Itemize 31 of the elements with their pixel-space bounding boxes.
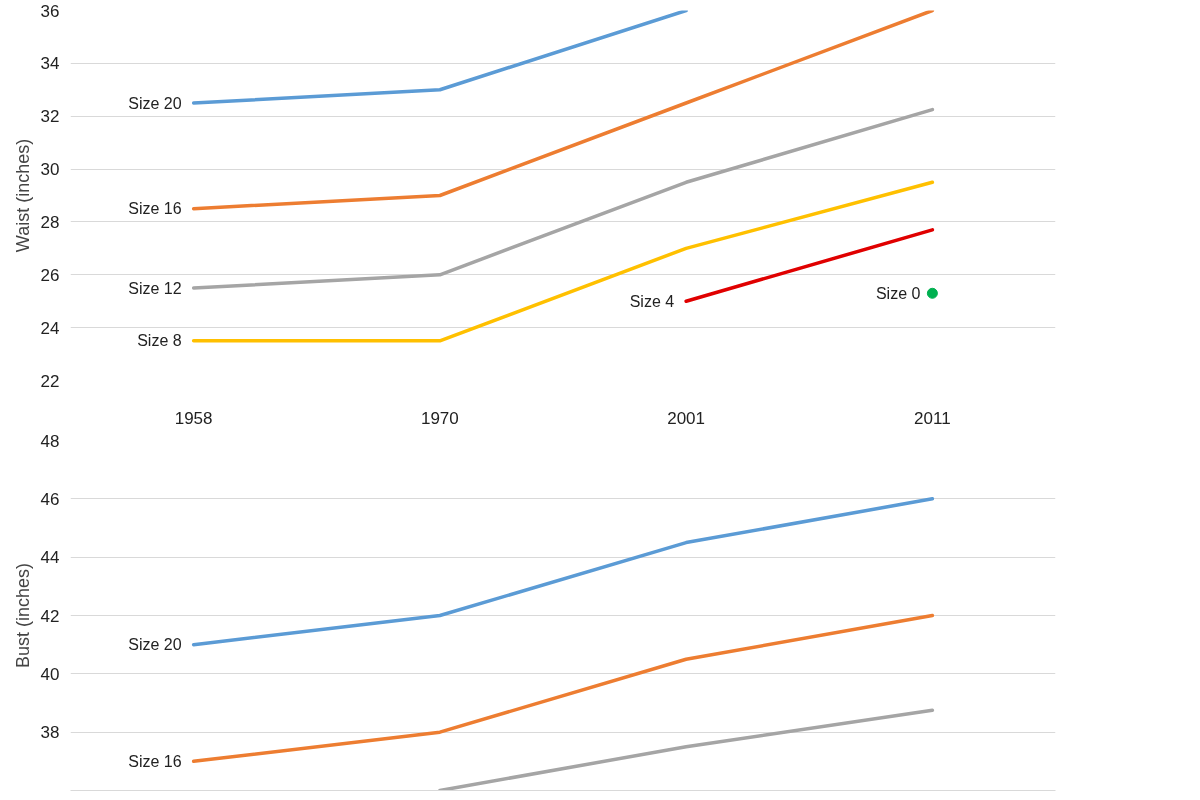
series-label: Size 12 [128,279,182,297]
y-axis-title: Bust (inches) [12,562,33,669]
y-tick-label: 26 [40,265,60,285]
series-label: Size 0 [875,284,921,302]
y-tick-label: 48 [40,431,60,451]
y-tick-label: 28 [40,212,60,232]
y-tick-label: 30 [40,160,60,180]
series-label: Size 4 [629,292,675,310]
y-tick-label: 24 [40,318,60,338]
series-label: Size 16 [128,200,182,218]
line-series [191,613,935,764]
line-series [191,10,935,211]
y-tick-label: 46 [40,489,60,509]
y-axis-title: Waist (inches) [12,138,33,253]
y-tick-label: 40 [40,664,60,684]
y-tick-label: 34 [40,54,60,74]
y-tick-label: 38 [40,723,60,743]
y-tick-label: 32 [40,107,60,127]
x-tick-label: 1958 [174,408,213,428]
y-tick-label: 42 [40,606,60,626]
x-tick-label: 2001 [667,408,706,428]
line-series [191,497,935,647]
series-label: Size 16 [128,752,182,770]
y-tick-label: 22 [40,371,60,391]
series-label: Size 8 [137,332,182,350]
series-label: Size 20 [128,94,182,112]
y-tick-label: 36 [40,1,60,21]
x-tick-label: 2011 [914,408,951,428]
y-tick-label: 44 [40,548,60,568]
x-tick-label: 1970 [420,408,459,428]
series-label: Size 20 [128,636,182,654]
